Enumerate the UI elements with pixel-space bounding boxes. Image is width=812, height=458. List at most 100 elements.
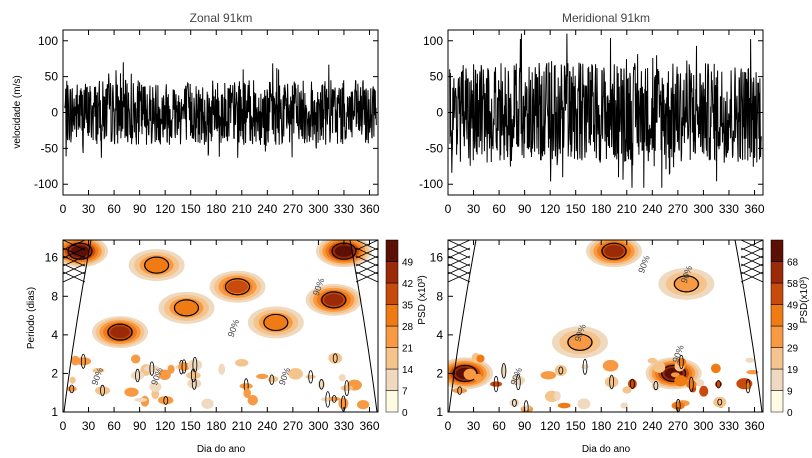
meridional-wavelet-colorbar-tick-label: 39 [787,322,799,333]
zonal-wavelet-significance-contour [100,384,105,397]
meridional-wavelet-xtick-label: 330 [719,419,739,433]
meridional-xtick-label: 270 [668,202,688,216]
zonal-wavelet-hatch [63,240,86,251]
meridional-xtick-label: 90 [518,202,532,216]
meridional-wavelet-psd-blob [566,334,594,351]
meridional-wavelet-colorbar-swatch [770,368,784,391]
meridional-wavelet-cone-of-influence [448,240,477,412]
meridional-wavelet-psd-blob [714,380,723,388]
zonal-xtick-label: 330 [334,202,354,216]
meridional-wavelet-psd-blob [513,378,524,386]
zonal-wavelet-colorbar-tick-label: 21 [402,344,414,355]
zonal-wavelet-colorbar-tick-label: 28 [402,322,414,333]
meridional-wavelet-xtick-label: 30 [467,419,481,433]
zonal-wavelet-psd-blob [158,369,171,381]
zonal-wavelet-colorbar-swatch [385,325,399,348]
meridional-wavelet-ytick-label: 16 [430,251,444,265]
zonal-xtick-label: 360 [359,202,379,216]
zonal-wavelet-psd-blob [247,395,258,406]
zonal-wavelet-colorbar-swatch [385,390,399,413]
zonal-wavelet-significance-contour [80,353,86,369]
zonal-wavelet-cone-of-influence [349,240,378,412]
zonal-wavelet-colorbar-swatch [385,239,399,262]
zonal-wavelet-significance-contour [149,361,155,376]
zonal-wavelet-hatch [63,247,86,259]
zonal-wavelet-psd-blob [243,388,251,399]
meridional-wavelet-psd-blob [509,398,520,407]
meridional-wavelet-psd-blob [647,357,658,364]
zonal-wavelet-significance-contour [341,395,346,412]
zonal-wavelet-psd-blob [328,396,341,401]
zonal-wavelet-colorbar-tick-label: 49 [402,258,414,269]
meridional-wavelet-colorbar-tick-label: 29 [787,344,799,355]
meridional-wavelet-significance-contour [601,242,627,260]
meridional-wavelet-significance-contour [501,363,507,379]
meridional-wavelet-colorbar-swatch [770,239,784,262]
meridional-wavelet-xtick-label: 150 [566,419,586,433]
zonal-wavelet-xtick-label: 120 [155,419,175,433]
meridional-wavelet-significance-contour [493,375,499,393]
meridional-wavelet-significance-contour [673,275,699,293]
zonal-wavelet-significance-contour [144,256,170,274]
zonal-wavelet-psd-blob [174,300,198,315]
zonal-wavelet-hatch [355,271,378,283]
zonal-xtick-label: 120 [155,202,175,216]
meridional-wavelet-significance-contour [457,386,463,395]
zonal-wavelet-significance-contour [181,359,187,374]
zonal-wavelet-ytick-label: 1 [51,405,58,419]
zonal-wavelet-psd-blob [187,359,203,371]
meridional-wavelet-colorbar-swatch [770,282,784,305]
meridional-xtick-label: 120 [540,202,560,216]
meridional-wavelet-psd-blob [686,380,697,389]
zonal-wavelet-ytick-label: 16 [45,251,59,265]
meridional-wavelet-psd-blob [671,401,685,410]
zonal-wavelet-psd-blob [110,326,130,339]
meridional-wavelet-ytick-label: 2 [436,366,443,380]
meridional-wavelet-colorbar-tick-label: 9 [787,387,793,398]
meridional-wavelet-psd-blob [699,385,709,397]
zonal-ytick-label: -50 [41,141,59,155]
meridional-wavelet-colorbar-swatch [770,390,784,413]
meridional-wavelet-hatch [740,271,763,283]
meridional-wavelet-significance-contour [661,364,687,383]
meridional-wavelet-psd-blob [452,388,468,394]
zonal-wavelet-xtick-label: 210 [232,419,252,433]
meridional-wavelet-colorbar-tick-label: 49 [787,301,799,312]
meridional-wavelet-significance-contour [653,380,659,391]
zonal-wavelet-xtick-label: 90 [133,419,147,433]
zonal-wavelet-psd-blob [70,245,90,257]
meridional-wavelet-psd-blob [490,381,503,387]
meridional-wavelet-colorbar-swatch [770,261,784,284]
meridional-wavelet-xtick-label: 210 [617,419,637,433]
meridional-wavelet-colorbar-tick-label: 58 [787,279,799,290]
zonal-xlabel: Dia do ano [197,444,246,455]
meridional-wavelet-psd-blob [557,402,571,409]
zonal-wavelet-psd-blob [144,365,160,373]
zonal-wavelet-xtick-label: 330 [334,419,354,433]
meridional-wavelet-significance-contour [515,374,521,391]
zonal-wavelet-psd-blob [324,293,344,306]
period-ylabel: Periodo (dias) [26,287,37,349]
zonal-wavelet-significance-contour [344,380,350,396]
zonal-xtick-label: 240 [257,202,277,216]
meridional-wavelet-psd-blob [540,371,557,380]
meridional-xtick-label: 0 [445,202,452,216]
meridional-wavelet-psd-blob [713,396,727,408]
meridional-wavelet-psd-blob [602,359,619,372]
zonal-wavelet-psd-blob [66,385,77,392]
meridional-wavelet-significance-contour [629,378,635,390]
meridional-wavelet-psd-blob [673,275,700,292]
meridional-wavelet-psd-blob [674,375,687,387]
meridional-xlabel: Dia do ano [582,444,631,455]
zonal-wavelet-psd-blob [201,398,214,409]
meridional-wavelet-psd-blob [473,373,483,382]
zonal-wavelet-colorbar-swatch [385,347,399,370]
zonal-wavelet-colorbar-swatch [385,282,399,305]
meridional-xtick-label: 60 [492,202,506,216]
meridional-wavelet-psd-blob [746,370,759,375]
meridional-wavelet-xtick-label: 180 [591,419,611,433]
meridional-xtick-label: 300 [693,202,713,216]
zonal-wavelet-colorbar-tick-label: 0 [402,408,408,419]
zonal-wavelet-psd-blob [227,280,248,294]
meridional-wavelet-xtick-label: 360 [744,419,764,433]
